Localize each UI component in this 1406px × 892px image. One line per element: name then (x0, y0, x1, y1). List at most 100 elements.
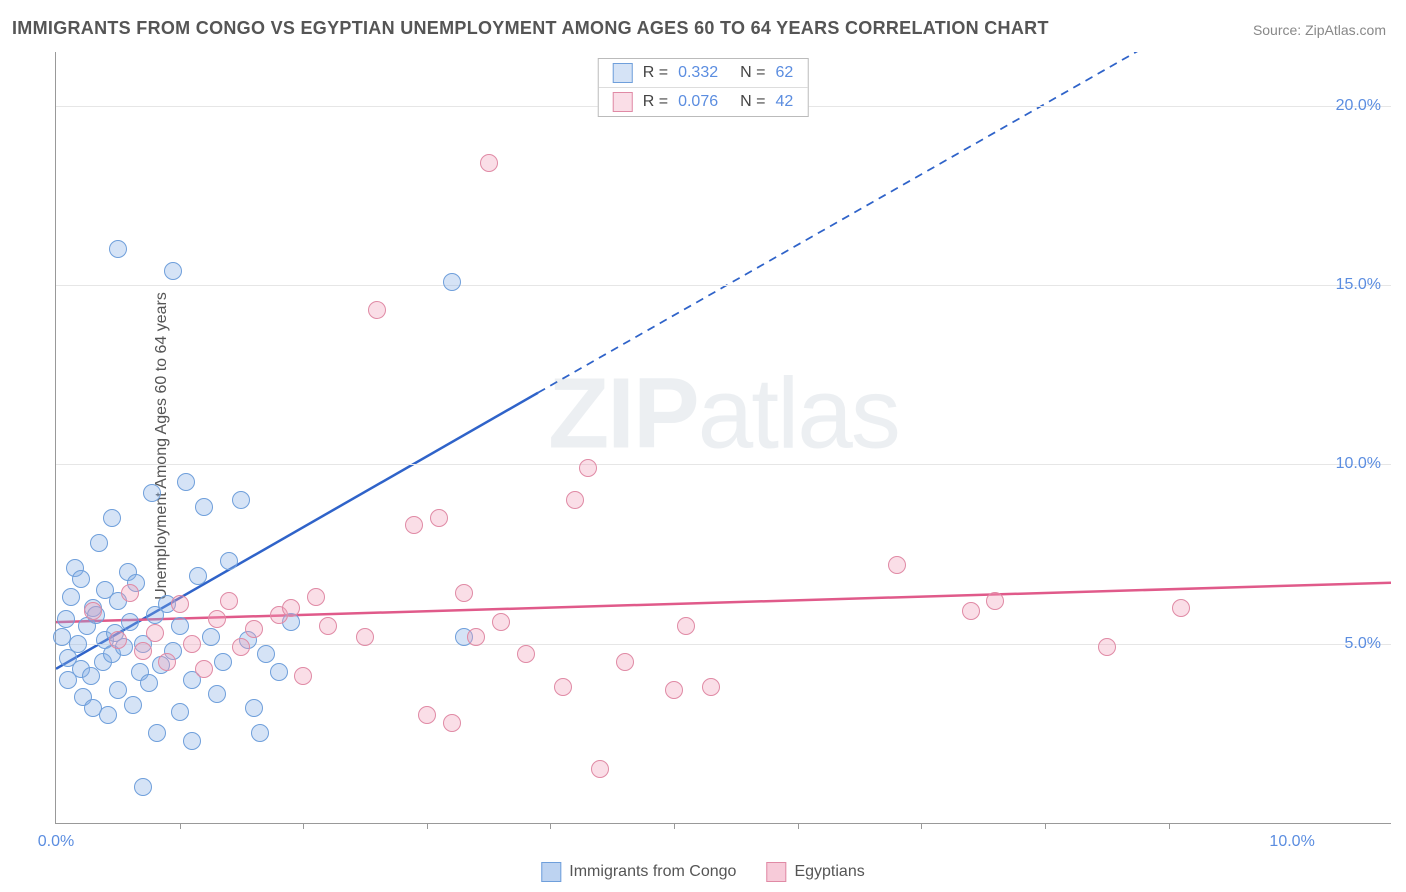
gridline (56, 464, 1391, 465)
data-point (579, 459, 597, 477)
data-point (109, 631, 127, 649)
data-point (492, 613, 510, 631)
swatch-icon (613, 92, 633, 112)
gridline (56, 644, 1391, 645)
data-point (480, 154, 498, 172)
data-point (616, 653, 634, 671)
data-point (109, 240, 127, 258)
data-point (245, 699, 263, 717)
y-tick-label: 20.0% (1336, 97, 1381, 115)
data-point (90, 534, 108, 552)
data-point (171, 595, 189, 613)
data-point (443, 273, 461, 291)
x-tick-mark (550, 823, 551, 829)
data-point (148, 724, 166, 742)
data-point (82, 667, 100, 685)
data-point (888, 556, 906, 574)
data-point (270, 663, 288, 681)
data-point (202, 628, 220, 646)
data-point (109, 681, 127, 699)
legend-label: Egyptians (794, 863, 864, 881)
legend-n-value: 62 (775, 64, 793, 82)
swatch-icon (541, 862, 561, 882)
data-point (294, 667, 312, 685)
data-point (418, 706, 436, 724)
data-point (554, 678, 572, 696)
legend-n-label: N = (740, 64, 765, 82)
x-tick-mark (427, 823, 428, 829)
x-tick-label: 0.0% (38, 833, 74, 851)
data-point (220, 592, 238, 610)
data-point (702, 678, 720, 696)
data-point (1098, 638, 1116, 656)
data-point (232, 491, 250, 509)
data-point (251, 724, 269, 742)
data-point (121, 584, 139, 602)
x-tick-mark (674, 823, 675, 829)
data-point (134, 642, 152, 660)
data-point (195, 498, 213, 516)
x-tick-mark (798, 823, 799, 829)
data-point (158, 653, 176, 671)
data-point (430, 509, 448, 527)
chart-title: IMMIGRANTS FROM CONGO VS EGYPTIAN UNEMPL… (12, 18, 1049, 39)
data-point (171, 617, 189, 635)
x-tick-mark (303, 823, 304, 829)
data-point (62, 588, 80, 606)
swatch-icon (613, 63, 633, 83)
data-point (84, 602, 102, 620)
x-tick-mark (1045, 823, 1046, 829)
data-point (208, 610, 226, 628)
y-tick-label: 15.0% (1336, 276, 1381, 294)
data-point (443, 714, 461, 732)
y-tick-label: 5.0% (1345, 635, 1381, 653)
data-point (282, 599, 300, 617)
data-point (189, 567, 207, 585)
legend-n-value: 42 (775, 93, 793, 111)
y-tick-label: 10.0% (1336, 455, 1381, 473)
watermark: ZIPatlas (548, 357, 899, 472)
data-point (368, 301, 386, 319)
data-point (455, 584, 473, 602)
data-point (140, 674, 158, 692)
plot-area: ZIPatlas 5.0%10.0%15.0%20.0%0.0%10.0% (55, 52, 1391, 824)
legend-label: Immigrants from Congo (569, 863, 736, 881)
data-point (177, 473, 195, 491)
data-point (195, 660, 213, 678)
data-point (124, 696, 142, 714)
legend-item-egyptians: Egyptians (766, 862, 864, 882)
data-point (591, 760, 609, 778)
gridline (56, 285, 1391, 286)
data-point (232, 638, 250, 656)
data-point (183, 732, 201, 750)
data-point (405, 516, 423, 534)
legend-r-value: 0.332 (678, 64, 718, 82)
data-point (677, 617, 695, 635)
legend-r-label: R = (643, 93, 668, 111)
data-point (517, 645, 535, 663)
data-point (307, 588, 325, 606)
data-point (665, 681, 683, 699)
data-point (57, 610, 75, 628)
data-point (99, 706, 117, 724)
legend-r-value: 0.076 (678, 93, 718, 111)
data-point (319, 617, 337, 635)
data-point (1172, 599, 1190, 617)
data-point (164, 262, 182, 280)
x-tick-mark (1169, 823, 1170, 829)
source-label: Source: ZipAtlas.com (1253, 22, 1386, 38)
data-point (214, 653, 232, 671)
data-point (72, 570, 90, 588)
data-point (986, 592, 1004, 610)
data-point (103, 509, 121, 527)
series-legend: Immigrants from Congo Egyptians (541, 862, 864, 882)
data-point (356, 628, 374, 646)
legend-r-label: R = (643, 64, 668, 82)
legend-n-label: N = (740, 93, 765, 111)
data-point (245, 620, 263, 638)
data-point (146, 624, 164, 642)
legend-row-congo: R = 0.332 N = 62 (599, 59, 808, 88)
data-point (208, 685, 226, 703)
legend-item-congo: Immigrants from Congo (541, 862, 736, 882)
legend-row-egyptians: R = 0.076 N = 42 (599, 88, 808, 116)
